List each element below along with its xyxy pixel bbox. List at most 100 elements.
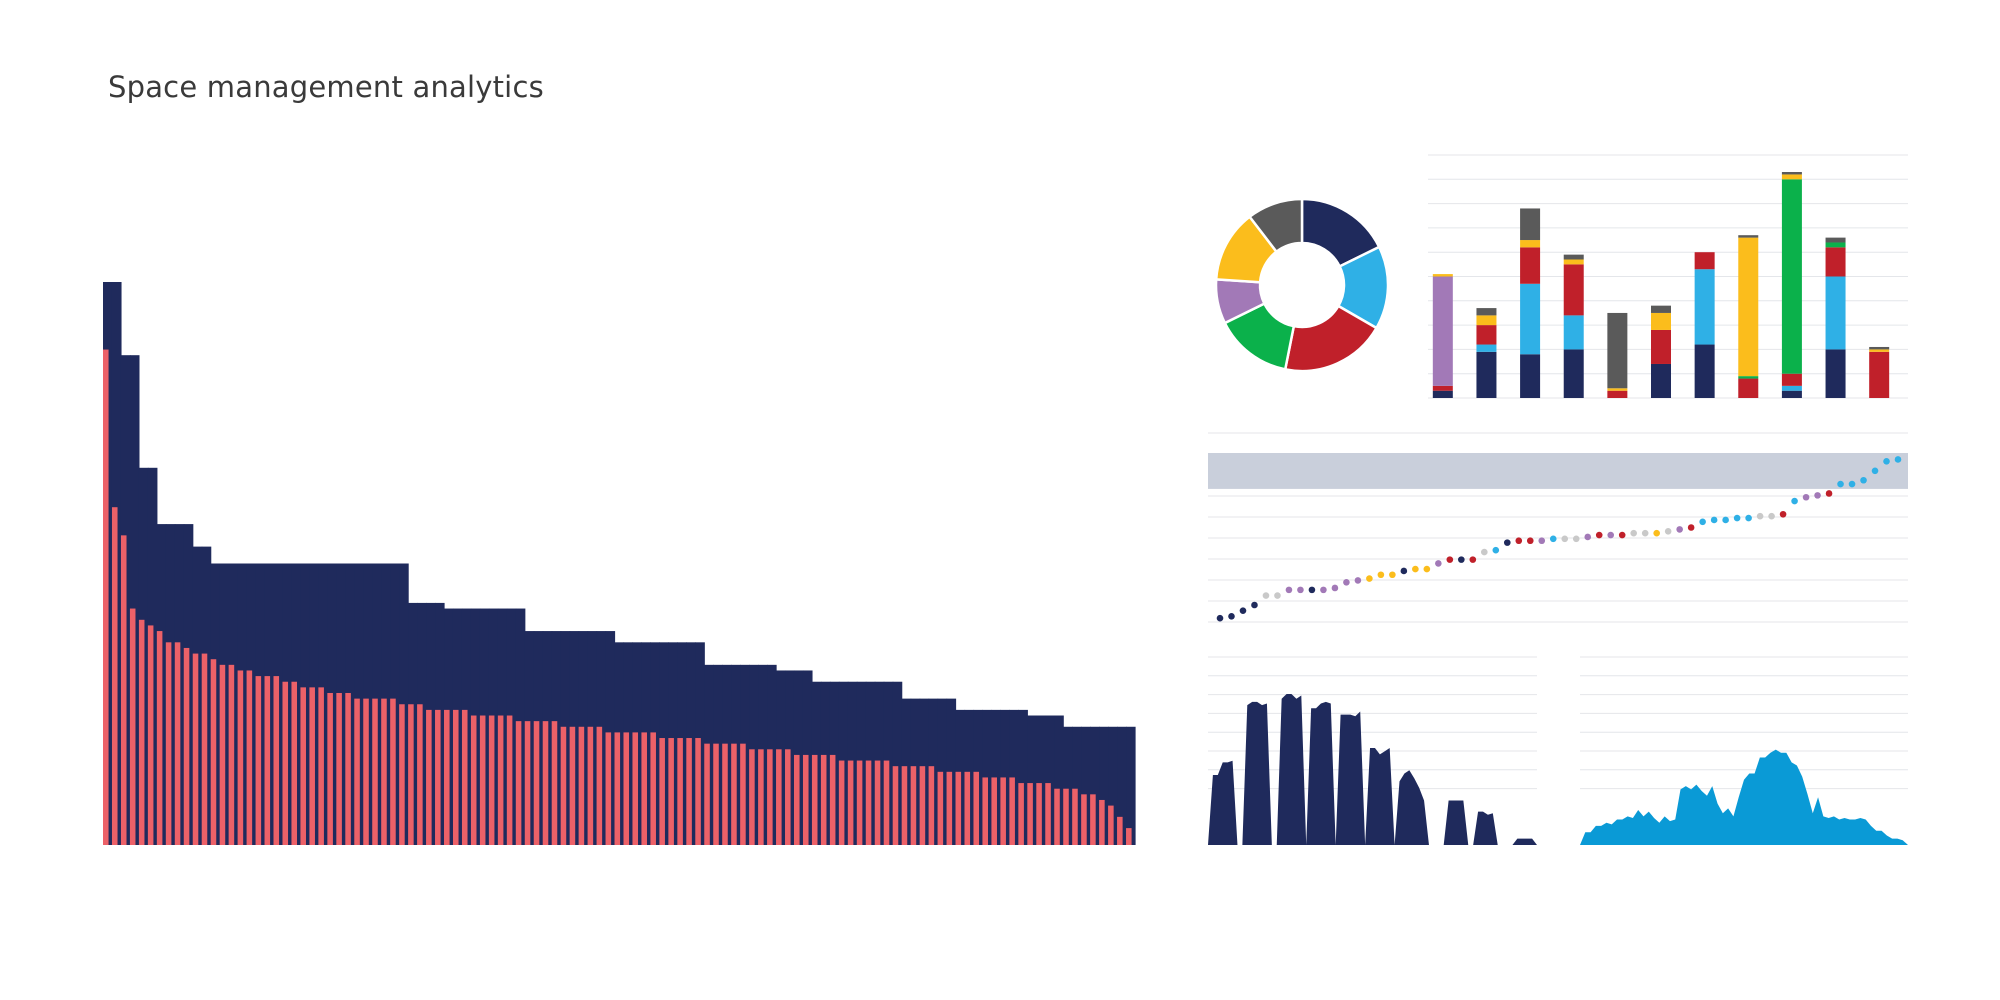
bar-segment (1563, 264, 1584, 316)
scatter-point (1802, 493, 1810, 501)
bar-segment (1651, 305, 1671, 313)
occupancy-bar (452, 709, 459, 845)
occupancy-bar (372, 698, 378, 845)
occupancy-bar (1054, 788, 1060, 845)
scatter-point (1618, 531, 1626, 539)
scatter-point (1883, 458, 1890, 465)
occupancy-bar (937, 771, 944, 845)
occupancy-bar (740, 743, 746, 845)
occupancy-bar (103, 349, 109, 845)
scatter-point (1274, 592, 1281, 599)
bar-segment (1694, 269, 1715, 345)
page-title: Space management analytics (108, 70, 544, 104)
occupancy-bar (183, 647, 190, 845)
scatter-point (1549, 535, 1557, 543)
bar-segment (1651, 363, 1671, 398)
bar-segment (1781, 172, 1802, 175)
bar-segment (1607, 388, 1628, 391)
occupancy-bar (659, 738, 665, 845)
occupancy-bar (354, 698, 360, 845)
occupancy-bar (785, 749, 791, 845)
capacity-bar (1090, 726, 1100, 845)
scatter-point (1262, 592, 1270, 599)
occupancy-bar (767, 749, 773, 845)
scatter-point (1458, 556, 1465, 563)
bar-segment (1869, 349, 1890, 352)
scatter-point (1469, 556, 1477, 563)
occupancy-bar (1018, 783, 1024, 845)
scatter-point (1331, 584, 1339, 592)
occupancy-bar (811, 754, 818, 845)
scatter-point (1503, 539, 1511, 546)
occupancy-bar (120, 535, 127, 845)
occupancy-bar (1117, 816, 1123, 845)
occupancy-bar (1036, 783, 1042, 845)
scatter-point (1779, 510, 1787, 518)
occupancy-bar (219, 664, 226, 845)
scatter-point (1515, 537, 1523, 545)
bar-segment (1825, 242, 1846, 248)
occupancy-bar (677, 738, 683, 845)
occupancy-bar (1045, 783, 1051, 845)
bar-segment (1869, 351, 1890, 398)
scatter-point (1837, 480, 1844, 488)
bar-segment (1781, 390, 1802, 398)
occupancy-bar (802, 754, 809, 845)
scatter-point (1492, 546, 1500, 554)
occupancy-bar (776, 749, 782, 845)
scatter-point (1664, 527, 1672, 535)
occupancy-bar (829, 754, 836, 845)
scatter-point (1733, 514, 1741, 522)
scatter-point (1297, 586, 1304, 594)
occupancy-bar (587, 726, 594, 845)
occupancy-bar (381, 698, 387, 845)
occupancy-bar (318, 687, 324, 845)
bar-segment (1781, 179, 1802, 374)
capacity-bar (1108, 726, 1118, 845)
bar-segment (1432, 274, 1453, 277)
occupancy-bar (758, 749, 764, 845)
occupancy-bar (560, 726, 567, 845)
occupancy-bar (470, 715, 477, 845)
occupancy-bar (246, 670, 253, 845)
bar-segment (1781, 373, 1802, 386)
scatter-point (1860, 476, 1867, 484)
scatter-point (1699, 518, 1706, 526)
occupancy-bar (883, 760, 890, 845)
occupancy-bar (1063, 788, 1069, 845)
occupancy-bar (345, 692, 351, 845)
occupancy-bar (1099, 799, 1105, 845)
scatter-point (1561, 535, 1569, 543)
scatter-point (1389, 571, 1396, 579)
occupancy-bar (111, 507, 118, 845)
occupancy-bar (129, 608, 136, 845)
capacity-bar (1018, 709, 1028, 845)
scatter-point (1343, 579, 1350, 586)
scatter-point (1825, 490, 1833, 497)
occupancy-bar (524, 721, 531, 845)
capacity-bar (892, 681, 903, 845)
scatter-point (1584, 533, 1592, 541)
occupancy-bar (515, 721, 522, 845)
scatter-point (1308, 586, 1316, 594)
bar-segment (1563, 349, 1584, 398)
bar-segment (1738, 378, 1759, 398)
scatter-point (1630, 529, 1637, 537)
scatter-point (1320, 586, 1327, 594)
occupancy-bar (910, 766, 917, 845)
bar-segment (1432, 276, 1453, 386)
bar-segment (1476, 315, 1497, 326)
occupancy-bar (363, 698, 369, 845)
occupancy-bar (255, 676, 262, 845)
occupancy-bar (1126, 828, 1132, 845)
scatter-point (1871, 467, 1879, 475)
bar-segment (1476, 351, 1497, 398)
area-fill (1208, 693, 1537, 845)
occupancy-bar (901, 766, 908, 845)
occupancy-bar (192, 653, 199, 845)
occupancy-bar (605, 732, 612, 845)
bar-segment (1825, 237, 1846, 243)
occupancy-bar (435, 709, 441, 845)
